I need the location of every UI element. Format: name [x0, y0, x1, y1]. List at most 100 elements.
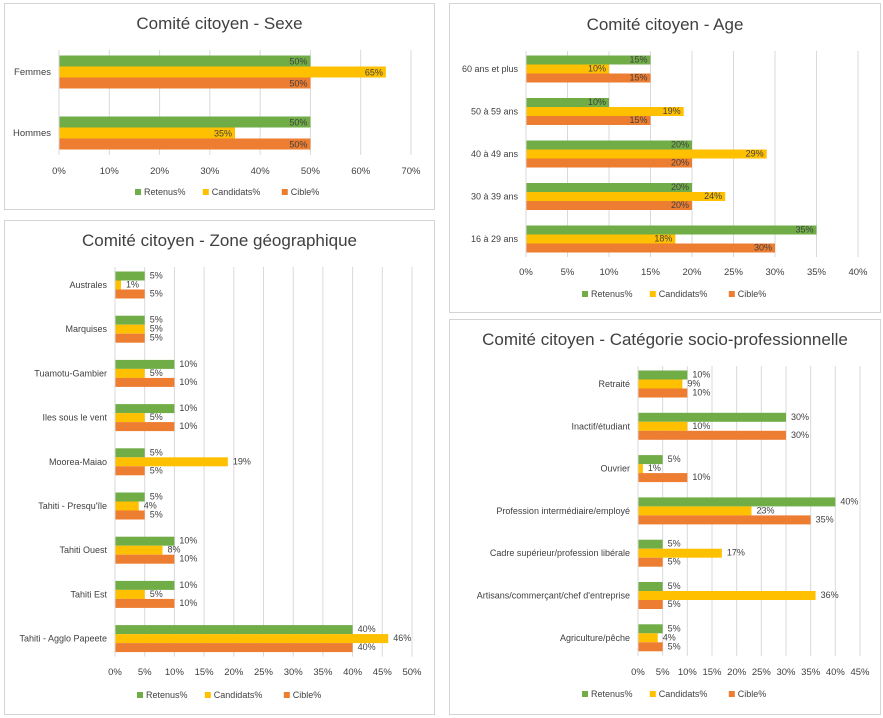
bar-cible-tahiti-presqu-le: [115, 510, 145, 520]
x-tick-label: 35%: [801, 667, 821, 678]
x-tick-label: 30%: [776, 667, 796, 678]
x-tick-label: 30%: [284, 667, 304, 678]
chart-csp: 0% 5% 10% 15% 20% 25% 30% 35% 40% 45%Retraité10%9…: [477, 366, 870, 699]
category-label-60-ans-et-plus: 60 ans et plus: [462, 64, 519, 74]
x-tick-label: 20%: [727, 667, 747, 678]
legend-label-candidats: Candidats%: [212, 187, 261, 197]
data-label: 9%: [687, 379, 700, 389]
x-tick-label: 35%: [807, 267, 827, 278]
data-label: 5%: [150, 271, 163, 281]
x-tick-label: 0%: [631, 667, 645, 678]
bar-candidats-40-49-ans: [526, 149, 767, 159]
bar-cible-60-ans-et-plus: [526, 73, 651, 83]
category-label-marquises: Marquises: [65, 324, 107, 334]
bar-cible-retrait: [638, 388, 688, 398]
x-tick-label: 20%: [682, 267, 702, 278]
data-label: 36%: [821, 590, 839, 600]
legend-swatch-cible: [283, 692, 290, 698]
category-label-femmes: Femmes: [14, 67, 51, 78]
bar-retenus-inactif-tudiant: [638, 412, 786, 422]
x-tick-label: 40%: [848, 267, 868, 278]
bar-candidats-moorea-maiao: [115, 457, 228, 467]
x-tick-label: 35%: [313, 667, 333, 678]
bar-candidats-iles-sous-le-vent: [115, 413, 145, 423]
data-label: 18%: [654, 234, 672, 244]
category-label-ouvrier: Ouvrier: [600, 464, 630, 474]
data-label: 5%: [668, 623, 681, 633]
bar-retenus-ouvrier: [638, 455, 663, 465]
category-label-tahiti-ouest: Tahiti Ouest: [59, 545, 107, 555]
bar-cible-agriculture-p-che: [638, 642, 663, 652]
data-label: 35%: [795, 225, 813, 235]
data-label: 5%: [668, 641, 681, 651]
bar-cible-cadre-sup-rieur-profession-lib-rale: [638, 557, 663, 567]
bar-cible-40-49-ans: [526, 158, 692, 168]
bar-retenus-50-59-ans: [526, 98, 609, 107]
data-label: 5%: [668, 539, 681, 549]
category-label-40-49-ans: 40 à 49 ans: [471, 149, 519, 159]
bar-candidats-australes: [115, 280, 121, 290]
chart-panel-csp: Comité citoyen - Catégorie socio-profess…: [449, 319, 881, 715]
data-label: 5%: [668, 454, 681, 464]
data-label: 10%: [588, 97, 606, 107]
data-label: 20%: [671, 158, 689, 168]
bar-retenus-cadre-sup-rieur-profession-lib-rale: [638, 539, 663, 549]
data-label: 23%: [756, 505, 774, 515]
chart-title: Comité citoyen - Zone géographique: [82, 231, 357, 250]
data-label: 10%: [179, 421, 197, 431]
bar-retenus-16-29-ans: [526, 225, 817, 235]
bar-candidats-tahiti-ouest: [115, 545, 163, 555]
legend-label-cible: Cible%: [738, 289, 767, 299]
bar-candidats-inactif-tudiant: [638, 421, 688, 431]
category-label-profession-interm-diaire-employ: Profession intermédiaire/employé: [496, 506, 630, 516]
legend-label-retenus: Retenus%: [591, 289, 633, 299]
x-tick-label: 25%: [254, 667, 274, 678]
x-tick-label: 45%: [850, 667, 870, 678]
data-label: 10%: [179, 536, 197, 546]
bar-retenus-tahiti-presqu-le: [115, 492, 145, 502]
data-label: 5%: [150, 333, 163, 343]
data-label: 4%: [663, 632, 676, 642]
bar-candidats-tahiti-agglo-papeete: [115, 634, 389, 644]
x-tick-label: 25%: [752, 667, 772, 678]
bar-candidats-tahiti-est: [115, 589, 145, 599]
x-tick-label: 5%: [656, 667, 670, 678]
x-tick-label: 15%: [641, 267, 661, 278]
x-tick-label: 15%: [195, 667, 215, 678]
legend-label-retenus: Retenus%: [146, 690, 188, 700]
bar-cible-ouvrier: [638, 473, 688, 483]
bar-cible-tahiti-ouest: [115, 554, 175, 564]
x-tick-label: 25%: [724, 267, 744, 278]
x-tick-label: 20%: [224, 667, 244, 678]
category-label-artisans-commer-ant-chef-d-entreprise: Artisans/commerçant/chef d'entreprise: [477, 591, 630, 601]
legend-swatch-candidats: [649, 291, 656, 297]
chart-panel-zone: Comité citoyen - Zone géographique 0% 5% 1…: [4, 220, 435, 715]
data-label: 19%: [663, 106, 681, 116]
x-tick-label: 40%: [343, 667, 363, 678]
data-label: 30%: [791, 430, 809, 440]
bar-retenus-60-ans-et-plus: [526, 55, 651, 65]
chart-zone: 0% 5% 10% 15% 20% 25% 30% 35% 40% 45% 50% Australes…: [19, 267, 422, 700]
data-label: 5%: [668, 581, 681, 591]
data-label: 5%: [150, 447, 163, 457]
bar-candidats-ouvrier: [638, 464, 643, 474]
x-tick-label: 40%: [826, 667, 846, 678]
data-label: 40%: [840, 496, 858, 506]
category-label-16-29-ans: 16 à 29 ans: [471, 234, 519, 244]
x-tick-label: 30%: [200, 166, 220, 177]
legend-swatch-retenus: [582, 291, 588, 297]
bar-retenus-tuamotu-gambier: [115, 359, 175, 369]
bar-candidats-60-ans-et-plus: [526, 64, 609, 74]
legend-label-candidats: Candidats%: [214, 690, 263, 700]
data-label: 29%: [746, 149, 764, 159]
x-tick-label: 5%: [561, 267, 575, 278]
category-label-tahiti-est: Tahiti Est: [70, 589, 107, 599]
x-tick-label: 60%: [351, 166, 371, 177]
data-label: 19%: [233, 456, 251, 466]
bar-cible-australes: [115, 289, 145, 299]
legend-label-cible: Cible%: [293, 690, 322, 700]
legend-swatch-retenus: [135, 189, 141, 195]
category-label-50-59-ans: 50 à 59 ans: [471, 107, 519, 117]
data-label: 30%: [791, 412, 809, 422]
chart-title: Comité citoyen - Sexe: [136, 14, 303, 33]
